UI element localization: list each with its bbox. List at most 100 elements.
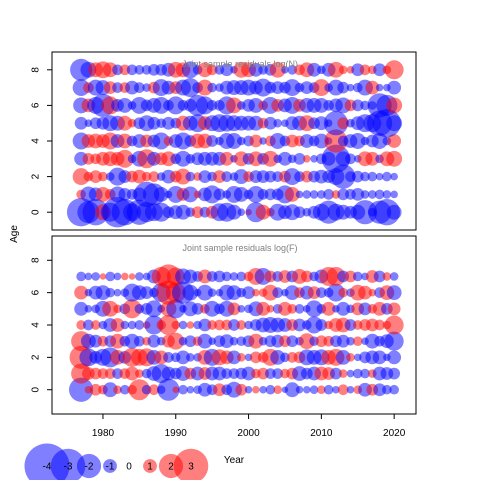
legend-label: -1 [106,462,115,473]
bubble [360,100,370,111]
bubble [89,170,103,183]
bubble [374,189,385,200]
bubble [221,171,233,182]
bubble [152,132,170,150]
y-tick-label: 0 [31,209,42,215]
panel-bottom-title: Joint sample residuals log(F) [182,243,297,253]
bubble [191,302,204,315]
bubble [346,385,355,394]
bubble [300,270,313,283]
bubble [360,368,370,379]
bubble [309,385,319,395]
bubble [186,353,195,362]
bubble [259,385,267,394]
bubble [317,190,326,199]
bubble [207,288,217,297]
bubble [373,63,386,77]
bubble [163,352,174,363]
bubble [255,204,271,220]
bubble [305,300,323,318]
bubble [110,318,125,332]
bubble [330,367,342,380]
bubble [115,149,134,168]
bubble [386,204,402,220]
bubble [99,273,107,280]
y-tick-label: 6 [31,102,42,108]
bubble [236,271,247,282]
bubble [145,300,163,318]
bubble [228,319,240,331]
bubble [262,150,279,167]
bubble [135,272,144,281]
bubble [359,64,371,76]
x-tick-label: 2020 [383,428,406,439]
bubble [386,97,403,114]
bubble [198,170,212,183]
bubble [84,272,93,281]
y-tick-label: 8 [31,67,42,73]
bubble [127,320,137,330]
bubble [390,190,398,199]
bubble [371,133,388,149]
bubble [298,333,315,350]
bubble [98,171,108,182]
bubble [236,320,247,330]
bubble [307,62,321,77]
bubble [105,271,116,282]
bubble [368,288,377,297]
bubble [387,80,402,95]
bubble [227,302,241,316]
bubble [384,315,404,335]
bubble [134,320,145,330]
y-tick-label: 0 [31,387,42,393]
bubble [69,377,94,402]
bubble [344,319,357,331]
bubble [365,80,380,95]
panel-top-y-axis: 0 2 4 6 8 [31,67,52,215]
bubble [382,190,392,199]
bubble [389,272,399,281]
bubble [252,385,260,394]
bubble [197,333,213,349]
bubble [266,305,275,313]
bubble [144,315,164,335]
bubble [113,385,122,395]
bubble [365,151,380,166]
bubble [337,384,349,396]
bubble [140,286,154,300]
x-axis: 1980 1990 2000 2010 2020 [92,414,406,439]
bubble [264,116,277,130]
bubble [117,115,133,131]
bubble [384,331,404,351]
bubble [252,288,260,297]
bubble [135,369,144,378]
bubble [346,336,355,346]
bubble [386,150,403,167]
bubble [90,320,101,330]
bubble [207,82,217,93]
bubble [148,171,160,182]
legend-bubble [143,459,157,473]
bubble [172,386,180,393]
bubble [175,150,191,167]
bubble [221,271,232,282]
bubble [265,384,276,395]
bubble [227,350,241,365]
legend-label: -4 [43,462,52,473]
bubble [176,350,190,365]
bubble [310,155,318,163]
bubble [317,385,326,395]
bubble [382,171,392,182]
bubble [387,350,402,365]
bubble [303,385,311,394]
bubble [270,349,286,365]
bubble [113,304,122,314]
bubble [346,369,355,378]
bubble [237,208,246,216]
bubble [76,320,86,330]
bubble [337,81,350,94]
legend-bubble [50,448,86,480]
bubble [284,382,300,398]
bubble [335,349,351,365]
bubble [373,270,386,283]
